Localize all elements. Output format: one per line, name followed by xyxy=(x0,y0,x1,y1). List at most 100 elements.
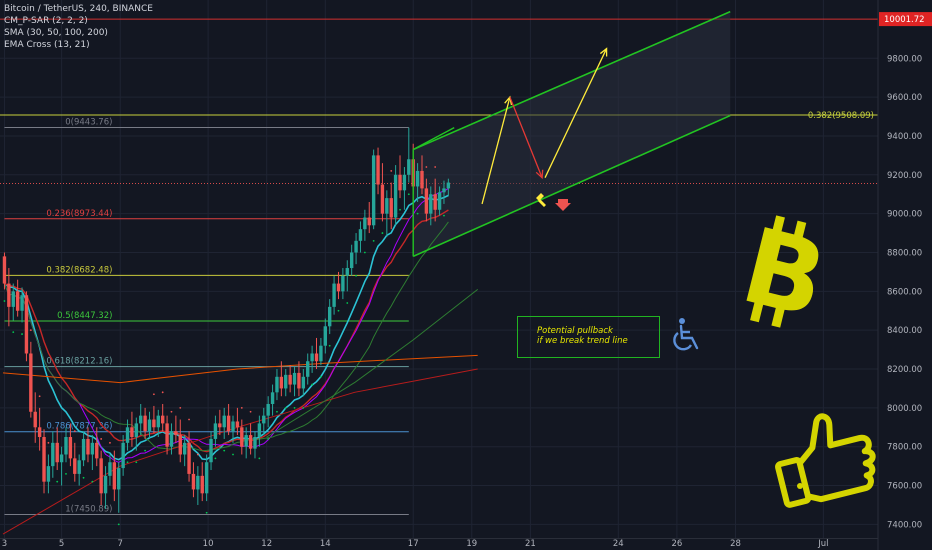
candle-body xyxy=(297,372,301,389)
psar-dot xyxy=(179,406,182,409)
sell-signal-icon xyxy=(555,199,571,211)
psar-dot xyxy=(249,410,252,413)
fib-label: 0.618(8212.16) xyxy=(46,357,112,367)
candle-body xyxy=(257,423,262,438)
candle-body xyxy=(288,374,292,385)
psar-dot xyxy=(223,449,226,452)
annotation-note[interactable]: Potential pullback if we break trend lin… xyxy=(517,316,660,358)
fib-label: 0.236(8973.44) xyxy=(46,209,112,219)
candle-body xyxy=(182,442,187,455)
candle-body xyxy=(226,415,231,432)
psar-dot xyxy=(320,375,322,378)
channel-top-segment xyxy=(412,126,455,151)
candle-body xyxy=(15,291,20,311)
price-tick-label: 9000.00 xyxy=(887,210,922,220)
psar-dot xyxy=(135,461,138,464)
candle-body xyxy=(117,468,121,490)
psar-dot xyxy=(161,391,164,394)
indicator-ema-cross[interactable]: EMA Cross (13, 21) xyxy=(4,40,90,50)
psar-dot xyxy=(416,212,419,215)
candle-body xyxy=(187,442,191,474)
psar-dot xyxy=(434,166,437,168)
psar-dot xyxy=(47,441,50,444)
candle-body xyxy=(59,454,64,463)
candle-body xyxy=(248,435,253,449)
candle-body xyxy=(143,415,147,432)
trend-channel[interactable] xyxy=(412,10,731,258)
projection-arrows[interactable] xyxy=(481,47,608,205)
indicator-psar[interactable]: CM_P-SAR (2, 2, 2) xyxy=(4,16,88,26)
time-axis[interactable]: 3 5 7 10 12 14 17 19 21 24 26 28 Jul xyxy=(0,538,878,550)
candle-body xyxy=(240,427,244,447)
candle-body xyxy=(284,374,288,389)
candle-body xyxy=(125,427,130,443)
candle-body xyxy=(196,475,200,490)
candle-body xyxy=(275,376,279,393)
price-tick-label: 8200.00 xyxy=(887,365,922,375)
candle-body xyxy=(24,295,29,354)
psar-dot xyxy=(144,449,147,452)
price-tick-label: 9200.00 xyxy=(887,171,922,181)
candle-body xyxy=(46,466,51,482)
psar-dot xyxy=(267,438,270,440)
time-tick-label: Jul xyxy=(817,539,828,549)
candle-body xyxy=(160,415,165,424)
candle-body xyxy=(244,435,248,447)
candle-body xyxy=(33,411,37,428)
candle-body xyxy=(367,217,371,226)
candle-body xyxy=(336,283,341,292)
psar-dot xyxy=(302,406,305,409)
candle-body xyxy=(165,423,169,447)
thumbs-dot xyxy=(797,483,803,489)
psar-dot xyxy=(293,406,296,409)
indicator-sma[interactable]: SMA (30, 50, 100, 200) xyxy=(4,28,108,38)
psar-dot xyxy=(276,410,278,413)
psar-dot xyxy=(363,251,366,254)
candle-body xyxy=(11,291,15,307)
candles xyxy=(2,127,451,513)
sma-50-ext-line xyxy=(266,289,479,438)
time-tick-label: 12 xyxy=(261,539,272,549)
psar-dot xyxy=(188,418,190,421)
psar-dot xyxy=(240,406,243,409)
candle-body xyxy=(376,155,380,185)
psar-dot xyxy=(38,395,41,398)
psar-dot xyxy=(196,453,199,456)
candle-body xyxy=(42,437,46,482)
candle-body xyxy=(37,427,42,438)
psar-dot xyxy=(407,193,410,196)
psar-dot xyxy=(73,430,76,433)
candle-body xyxy=(81,438,86,461)
candle-body xyxy=(341,275,345,292)
sma-50-line xyxy=(4,221,449,452)
candle-body xyxy=(262,415,266,424)
candle-body xyxy=(2,256,7,284)
candle-body xyxy=(310,353,314,362)
candle-body xyxy=(231,421,235,432)
candle-body xyxy=(380,184,385,214)
candle-body xyxy=(354,240,358,253)
candle-body xyxy=(398,174,402,191)
psar-dot xyxy=(205,511,208,514)
candle-body xyxy=(301,376,306,389)
level-label: 0.382(9508.09) xyxy=(808,111,874,121)
last-price-label: 10001.72 xyxy=(884,15,925,25)
psar-dot xyxy=(443,214,445,217)
note-line-1: Potential pullback xyxy=(537,326,613,336)
candle-body xyxy=(393,174,398,218)
candle-body xyxy=(429,194,433,214)
psar-dot xyxy=(126,461,129,464)
candle-body xyxy=(29,353,33,412)
time-tick-label: 19 xyxy=(466,539,477,549)
psar-dot xyxy=(91,480,94,483)
symbol-title[interactable]: Bitcoin / TetherUS, 240, BINANCE xyxy=(4,4,153,14)
candle-body xyxy=(121,442,125,469)
price-tick-label: 8600.00 xyxy=(887,287,922,297)
psar-dot xyxy=(152,393,155,396)
psar-dot xyxy=(311,383,314,386)
candle-body xyxy=(235,421,240,428)
candle-body xyxy=(424,188,429,214)
candle-body xyxy=(130,427,134,438)
price-axis[interactable]: 7400.00 7600.00 7800.00 8000.00 8200.00 8400.… xyxy=(877,0,932,550)
